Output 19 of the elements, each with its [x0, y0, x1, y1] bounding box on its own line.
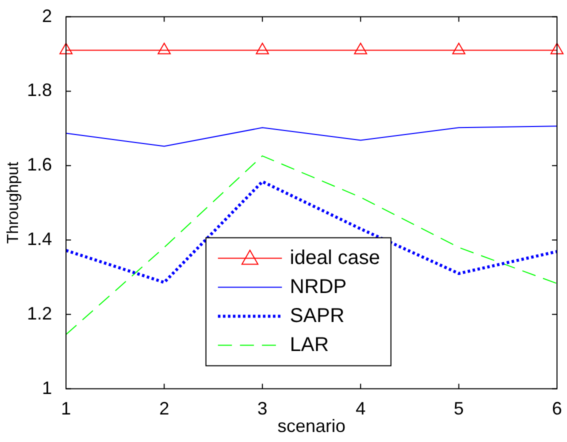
y-tick-label: 1.4	[26, 228, 52, 249]
x-axis-title: scenario	[277, 416, 346, 436]
y-tick-label: 1.2	[26, 303, 52, 324]
y-tick-label: 1	[42, 378, 52, 398]
legend-label: LAR	[290, 334, 329, 356]
y-tick-label: 1.8	[26, 80, 52, 100]
x-tick-label: 1	[60, 398, 72, 419]
x-tick-label: 2	[159, 398, 170, 419]
y-axis-title: Throughput	[5, 161, 22, 244]
x-tick-label: 3	[257, 398, 268, 419]
legend-label: SAPR	[290, 304, 344, 327]
line-series	[66, 155, 558, 335]
legend-label: NRDP	[290, 276, 347, 298]
legend-label: ideal case	[290, 246, 380, 269]
y-tick-label: 1.6	[26, 154, 52, 175]
y-tick-label: 2	[42, 6, 52, 26]
x-tick-label: 4	[356, 398, 366, 419]
x-tick-label: 5	[454, 398, 464, 419]
x-tick-label: 6	[552, 398, 562, 419]
